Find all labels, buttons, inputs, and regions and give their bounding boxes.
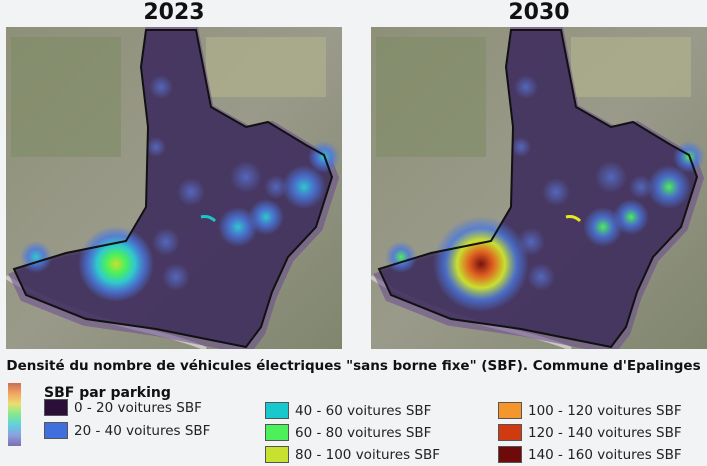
legend-item: 80 - 100 voitures SBF	[265, 446, 440, 463]
legend-label: 0 - 20 voitures SBF	[74, 399, 202, 416]
density-hotspot	[162, 263, 190, 291]
density-hotspot	[629, 175, 653, 199]
density-hotspot	[385, 241, 417, 273]
map-2030[interactable]	[371, 27, 707, 349]
legend-item: 100 - 120 voitures SBF	[498, 402, 682, 419]
density-hotspot	[595, 161, 627, 193]
density-hotspot	[248, 199, 284, 235]
map-title-2023: 2023	[143, 0, 205, 25]
density-hotspot	[527, 263, 555, 291]
legend-label: 140 - 160 voitures SBF	[528, 446, 682, 463]
aerial-field	[571, 37, 691, 97]
commune-boundary	[12, 29, 334, 349]
legend-swatch	[44, 399, 68, 416]
commune-boundary	[377, 29, 699, 349]
legend-swatch	[44, 422, 68, 439]
aerial-field	[206, 37, 326, 97]
parking-marker	[200, 215, 217, 223]
density-hotspot	[264, 175, 288, 199]
density-hotspot	[152, 228, 180, 256]
parking-marker	[565, 215, 582, 223]
legend-title: SBF par parking	[44, 385, 171, 401]
legend-swatch	[265, 402, 289, 419]
legend-label: 80 - 100 voitures SBF	[295, 446, 441, 463]
legend-label: 60 - 80 voitures SBF	[295, 424, 432, 441]
legend-swatch	[498, 446, 522, 463]
legend-swatch	[498, 424, 522, 441]
density-hotspot	[146, 137, 166, 157]
density-hotspot	[230, 161, 262, 193]
density-hotspot	[177, 178, 205, 206]
density-hotspot	[511, 137, 531, 157]
aerial-field	[376, 37, 486, 157]
density-hotspot	[78, 226, 154, 302]
map-title-2030: 2030	[508, 0, 570, 25]
density-hotspot	[282, 165, 326, 209]
legend-item: 0 - 20 voitures SBF	[44, 399, 202, 416]
legend-swatch	[498, 402, 522, 419]
density-hotspot	[613, 199, 649, 235]
density-hotspot	[433, 216, 529, 312]
density-hotspot	[542, 178, 570, 206]
legend-label: 40 - 60 voitures SBF	[295, 402, 432, 419]
legend-item: 40 - 60 voitures SBF	[265, 402, 431, 419]
density-hotspot	[647, 165, 691, 209]
density-hotspot	[20, 241, 52, 273]
legend-label: 100 - 120 voitures SBF	[528, 402, 682, 419]
legend-swatch	[265, 424, 289, 441]
legend-item: 20 - 40 voitures SBF	[44, 422, 210, 439]
density-hotspot	[514, 75, 538, 99]
map-caption: Densité du nombre de véhicules électriqu…	[6, 358, 701, 374]
legend-item: 120 - 140 voitures SBF	[498, 424, 682, 441]
legend-item: 140 - 160 voitures SBF	[498, 446, 682, 463]
legend-label: 20 - 40 voitures SBF	[74, 422, 211, 439]
density-hotspot	[517, 228, 545, 256]
map-2023[interactable]	[6, 27, 342, 349]
legend-label: 120 - 140 voitures SBF	[528, 424, 682, 441]
density-hotspot	[149, 75, 173, 99]
legend-swatch	[265, 446, 289, 463]
legend-item: 60 - 80 voitures SBF	[265, 424, 431, 441]
density-color-ramp	[8, 383, 21, 446]
aerial-field	[11, 37, 121, 157]
